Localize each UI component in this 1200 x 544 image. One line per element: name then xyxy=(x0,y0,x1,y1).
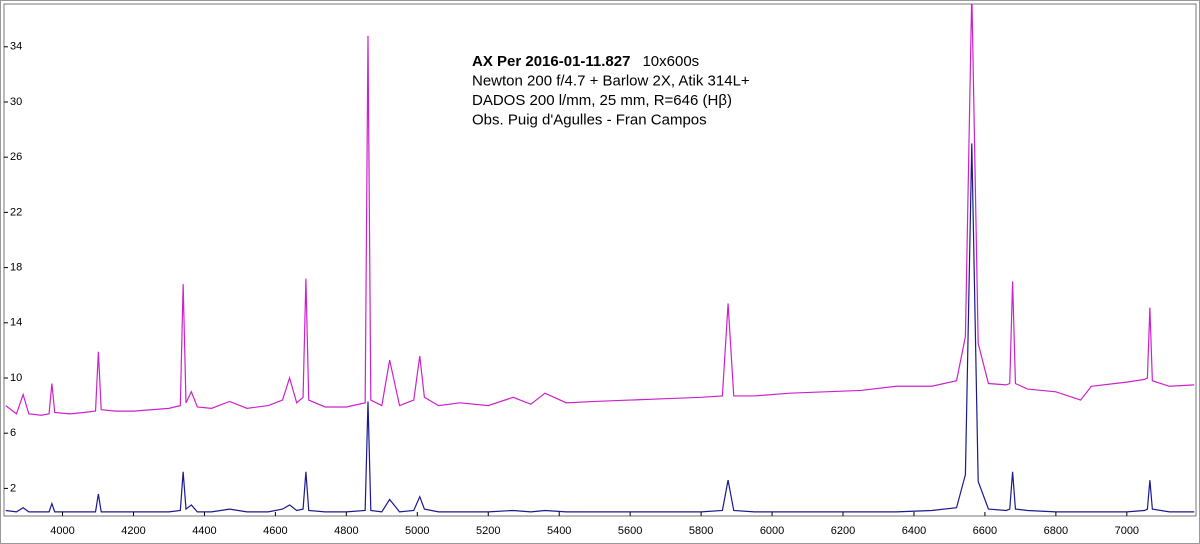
annotation: AX Per 2016-01-11.827 10x600s xyxy=(472,53,699,70)
x-tick-label: 4600 xyxy=(263,525,287,537)
spectrum-line xyxy=(5,4,1195,416)
annotation: Newton 200 f/4.7 + Barlow 2X, Atik 314L+ xyxy=(472,73,750,90)
annotation-block: AX Per 2016-01-11.827 10x600s Newton 200 f… xyxy=(472,53,750,129)
x-tick-label: 6600 xyxy=(973,525,997,537)
x-tick-label: 7000 xyxy=(1115,525,1139,537)
y-tick-label: 18 xyxy=(10,261,22,273)
x-tick-label: 6000 xyxy=(760,525,784,537)
x-tick-label: 5600 xyxy=(618,525,642,537)
series-layer xyxy=(5,4,1195,513)
y-tick-label: 30 xyxy=(10,96,22,108)
annotation: Obs. Puig d'Agulles - Fran Campos xyxy=(472,112,707,129)
x-tick-label: 4400 xyxy=(192,525,216,537)
x-tick-label: 5000 xyxy=(405,525,429,537)
annotation-bold: AX Per 2016-01-11.827 xyxy=(472,53,630,70)
x-tick-label: 4200 xyxy=(121,525,145,537)
x-tick-label: 5800 xyxy=(689,525,713,537)
y-tick-label: 6 xyxy=(10,427,16,439)
x-tick-label: 4000 xyxy=(50,525,74,537)
plot-area xyxy=(3,3,1197,517)
x-tick-label: 6200 xyxy=(831,525,855,537)
annotation-text: 10x600s xyxy=(642,53,699,70)
x-tick-label: 5200 xyxy=(476,525,500,537)
x-tick-label: 6400 xyxy=(902,525,926,537)
x-tick-label: 4800 xyxy=(334,525,358,537)
y-tick-label: 2 xyxy=(10,482,16,494)
y-tick-label: 14 xyxy=(10,317,22,329)
y-tick-label: 22 xyxy=(10,206,22,218)
y-tick-label: 34 xyxy=(10,41,22,53)
x-tick-label: 6800 xyxy=(1044,525,1068,537)
spectrum-line xyxy=(5,143,1195,513)
y-tick-label: 26 xyxy=(10,151,22,163)
x-tick-label: 5400 xyxy=(547,525,571,537)
annotation: DADOS 200 l/mm, 25 mm, R=646 (Hβ) xyxy=(472,92,732,109)
y-tick-label: 10 xyxy=(10,372,22,384)
